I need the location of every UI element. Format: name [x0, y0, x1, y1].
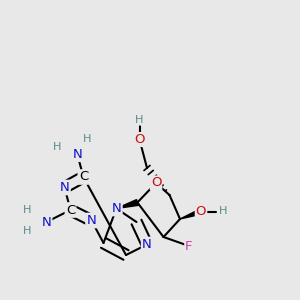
Text: H: H — [23, 226, 31, 236]
Text: H: H — [53, 142, 61, 152]
Text: N: N — [60, 181, 69, 194]
Text: N: N — [142, 238, 152, 251]
Text: N: N — [112, 202, 121, 215]
Text: N: N — [60, 181, 69, 194]
Text: N: N — [87, 214, 96, 227]
Text: O: O — [151, 176, 161, 190]
Text: H: H — [135, 115, 144, 125]
Text: N: N — [112, 202, 121, 215]
Text: C: C — [79, 170, 88, 184]
Text: O: O — [196, 205, 206, 218]
Polygon shape — [180, 209, 202, 219]
Text: N: N — [142, 238, 152, 251]
Text: H: H — [83, 134, 91, 145]
Text: C: C — [66, 203, 75, 217]
Text: H: H — [23, 205, 31, 215]
Text: N: N — [87, 214, 96, 227]
Text: H: H — [219, 206, 228, 217]
Text: N: N — [42, 215, 51, 229]
Text: F: F — [185, 239, 193, 253]
Polygon shape — [116, 200, 138, 208]
Text: O: O — [134, 133, 145, 146]
Text: N: N — [73, 148, 82, 161]
